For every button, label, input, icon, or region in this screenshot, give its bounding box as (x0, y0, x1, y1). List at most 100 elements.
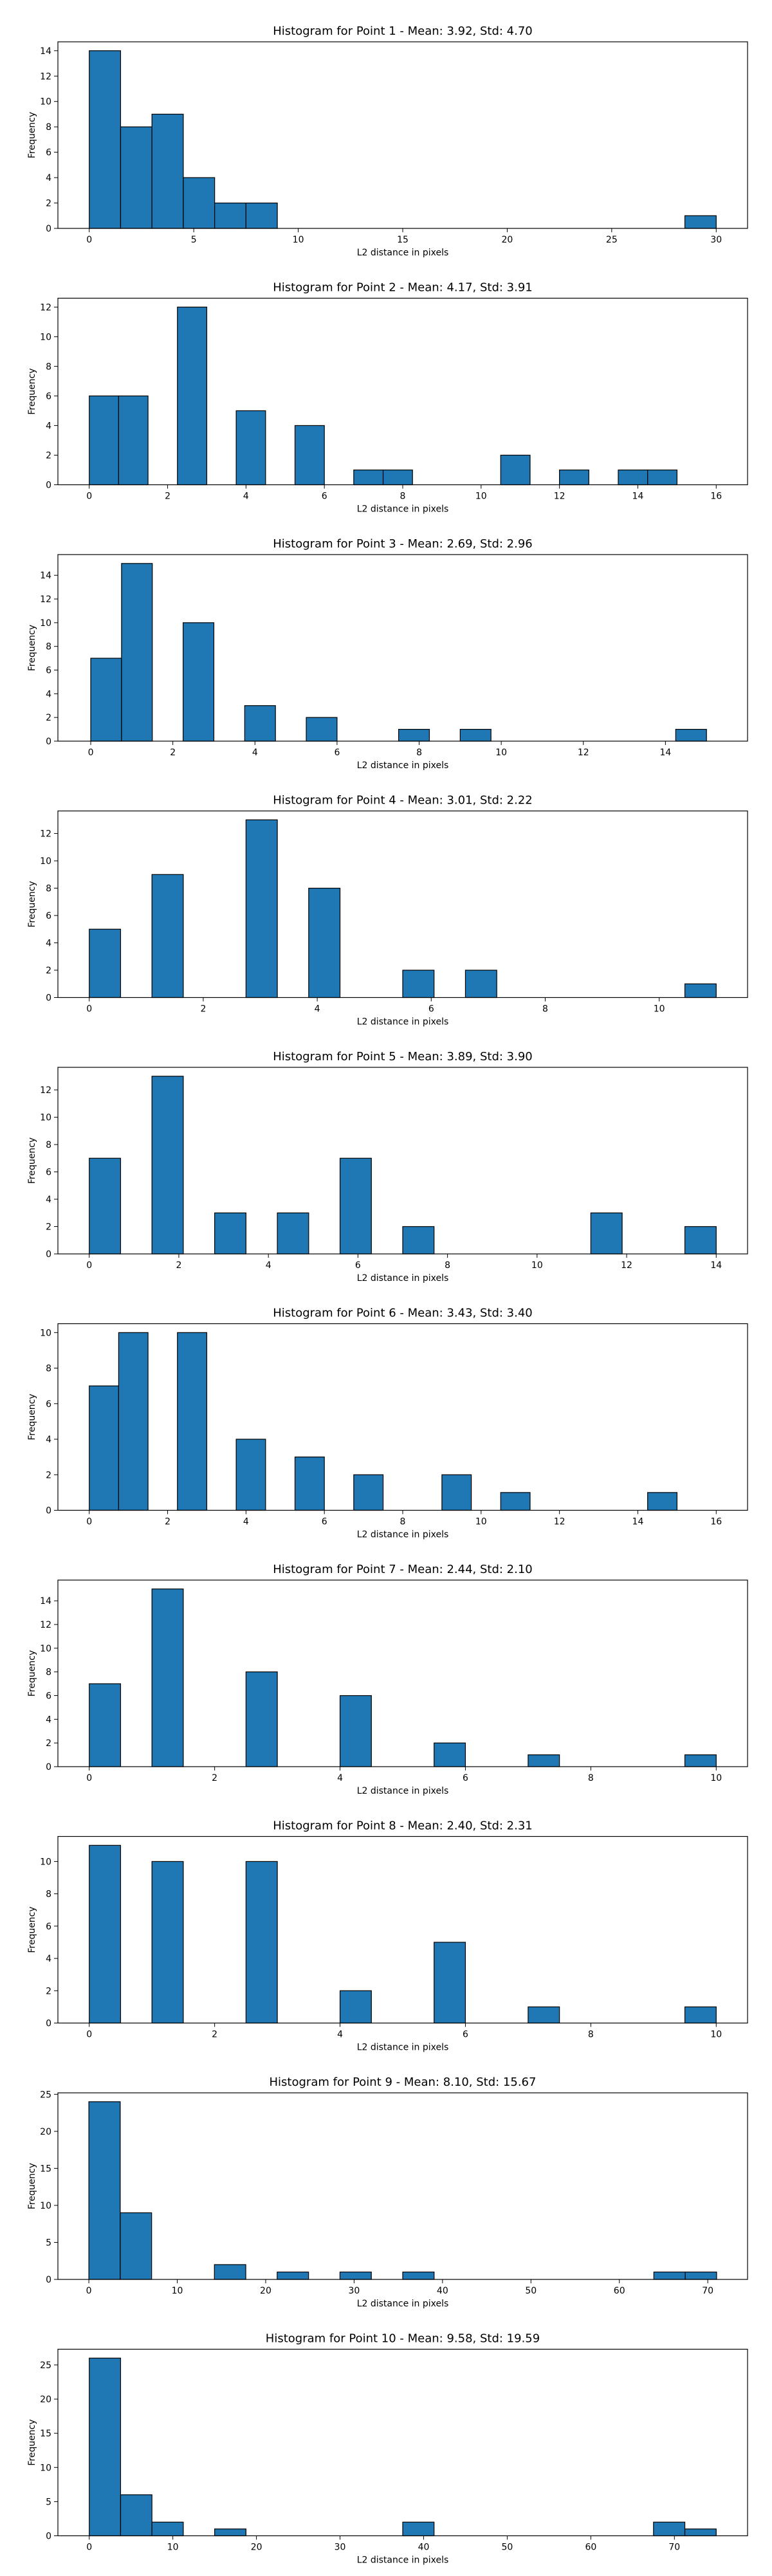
y-tick-label: 4 (46, 1435, 51, 1445)
histogram-bar (684, 215, 717, 229)
x-tick-label: 8 (416, 748, 422, 758)
histogram-bar (245, 1671, 278, 1767)
histogram-bar (89, 1157, 122, 1255)
histogram-panel-4: Histogram for Point 4 - Mean: 3.01, Std:… (27, 794, 748, 1027)
histogram-bar (120, 2494, 152, 2537)
x-axis-label: L2 distance in pixels (357, 1017, 449, 1027)
y-tick-label: 8 (46, 362, 51, 372)
x-tick-label: 10 (495, 748, 507, 758)
y-axis-label: Frequency (27, 1137, 37, 1184)
histogram-bar (214, 202, 246, 229)
y-tick-label: 10 (40, 1644, 51, 1654)
y-axis-label: Frequency (27, 625, 37, 671)
y-tick-label: 8 (46, 642, 51, 652)
histogram-bar (684, 983, 717, 998)
histogram-panel-2: Histogram for Point 2 - Mean: 4.17, Std:… (27, 281, 748, 515)
axes-frame (57, 810, 748, 998)
x-tick-label: 0 (86, 1773, 92, 1783)
axes-frame (57, 1067, 748, 1255)
x-tick-label: 4 (252, 748, 258, 758)
x-tick-label: 2 (170, 748, 176, 758)
chart-title: Histogram for Point 6 - Mean: 3.43, Std:… (273, 1307, 533, 1320)
x-tick-label: 2 (212, 1773, 217, 1783)
histogram-bar (277, 2271, 309, 2280)
y-tick-label: 4 (46, 939, 51, 949)
axes-frame (57, 1323, 748, 1511)
y-tick-label: 10 (40, 1857, 51, 1867)
x-tick-label: 6 (334, 748, 340, 758)
x-tick-label: 16 (710, 1517, 722, 1527)
x-tick-label: 2 (165, 492, 170, 502)
histogram-bar (653, 2271, 686, 2280)
x-tick-label: 2 (165, 1517, 170, 1527)
histogram-bar (294, 425, 325, 486)
y-tick-label: 0 (46, 1249, 51, 1260)
x-tick-label: 4 (243, 492, 249, 502)
y-tick-label: 10 (40, 2463, 51, 2473)
x-tick-label: 10 (293, 235, 304, 245)
x-tick-label: 10 (654, 1004, 665, 1015)
y-tick-label: 6 (46, 391, 51, 401)
y-axis-label: Frequency (27, 1906, 37, 1953)
y-tick-label: 0 (46, 2275, 51, 2285)
y-axis-label: Frequency (27, 1650, 37, 1697)
histogram-bar (382, 469, 413, 486)
histogram-bar (647, 469, 677, 486)
y-tick-label: 14 (40, 46, 51, 57)
x-tick-label: 8 (542, 1004, 548, 1015)
histogram-panel-10: Histogram for Point 10 - Mean: 9.58, Std… (27, 2332, 748, 2566)
y-tick-label: 8 (46, 122, 51, 133)
x-tick-label: 50 (502, 2543, 513, 2553)
histogram-bar (353, 1474, 384, 1511)
y-tick-label: 6 (46, 148, 51, 158)
histogram-bar (339, 2271, 372, 2280)
y-tick-label: 6 (46, 666, 51, 676)
histogram-bar (685, 2271, 717, 2280)
y-tick-label: 15 (40, 2164, 51, 2174)
y-tick-label: 8 (46, 1668, 51, 1678)
y-tick-label: 6 (46, 1399, 51, 1410)
y-tick-label: 2 (46, 1738, 51, 1749)
y-tick-label: 2 (46, 199, 51, 209)
histogram-bar (459, 728, 492, 742)
x-tick-label: 10 (475, 492, 487, 502)
y-tick-label: 2 (46, 1470, 51, 1480)
axes-frame (57, 1835, 748, 2024)
histogram-bar (214, 2528, 246, 2537)
histogram-bar (398, 728, 430, 742)
x-tick-label: 15 (397, 235, 409, 245)
histogram-bar (235, 410, 266, 486)
histogram-bar (402, 1226, 435, 1255)
x-axis-label: L2 distance in pixels (357, 760, 449, 771)
x-axis-label: L2 distance in pixels (357, 504, 449, 515)
histogram-bar (294, 1457, 325, 1511)
y-tick-label: 12 (40, 302, 51, 313)
histogram-panel-6: Histogram for Point 6 - Mean: 3.43, Std:… (27, 1307, 748, 1540)
x-tick-label: 4 (315, 1004, 320, 1015)
y-tick-label: 14 (40, 571, 51, 581)
x-tick-label: 6 (322, 1517, 327, 1527)
histogram-bar (684, 2528, 717, 2537)
histogram-bar (245, 819, 278, 998)
x-tick-label: 30 (335, 2543, 346, 2553)
x-axis-label: L2 distance in pixels (357, 248, 449, 258)
histogram-bar (308, 887, 341, 998)
x-tick-label: 20 (251, 2543, 262, 2553)
y-tick-label: 0 (46, 1762, 51, 1772)
chart-title: Histogram for Point 4 - Mean: 3.01, Std:… (273, 794, 533, 807)
histogram-bar (339, 1695, 372, 1767)
y-tick-label: 15 (40, 2429, 51, 2439)
x-tick-label: 5 (191, 235, 197, 245)
y-tick-label: 6 (46, 1691, 51, 1702)
x-tick-label: 10 (710, 2030, 722, 2040)
histogram-bar (177, 306, 208, 486)
y-tick-label: 25 (40, 2090, 51, 2100)
x-tick-label: 4 (266, 1260, 271, 1271)
y-tick-label: 12 (40, 1085, 51, 1096)
x-tick-label: 30 (348, 2286, 360, 2296)
x-tick-label: 0 (86, 1004, 92, 1015)
histogram-bar (89, 1683, 122, 1767)
x-tick-label: 10 (172, 2286, 183, 2296)
x-tick-label: 12 (554, 492, 565, 502)
histogram-bar (121, 563, 153, 742)
